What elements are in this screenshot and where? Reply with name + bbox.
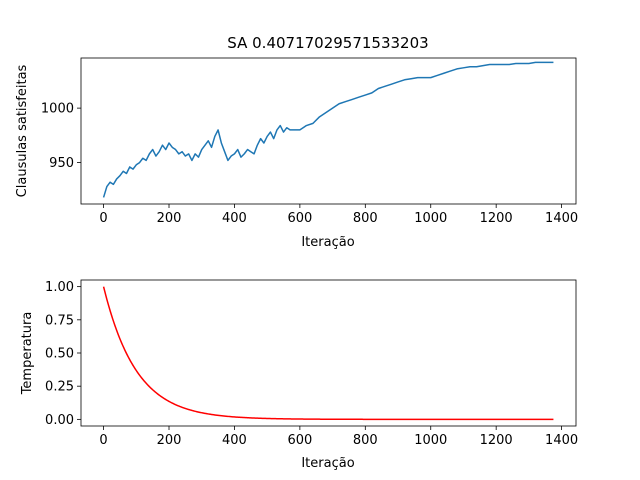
top-chart-x-tick-label: 600 (287, 211, 312, 226)
top-chart-x-tick-label: 0 (99, 211, 107, 226)
bottom-chart-x-tick-label: 1200 (480, 433, 513, 448)
bottom-chart: Iteração Temperatura 0 200 400 600 800 1000 12… (20, 279, 578, 471)
bottom-chart-x-tick-label: 200 (157, 433, 182, 448)
bottom-chart-x-tick-label: 800 (353, 433, 378, 448)
bottom-chart-x-tick-label: 400 (222, 433, 247, 448)
bottom-chart-y-tick-label: 0.50 (45, 347, 74, 362)
top-chart-x-axis-label: Iteração (301, 235, 354, 250)
top-chart-x-tick-label: 200 (157, 211, 182, 226)
bottom-chart-x-axis-label: Iteração (301, 456, 354, 471)
bottom-chart-y-tick-label: 0.75 (45, 313, 74, 328)
bottom-chart-x-tick-label: 0 (99, 433, 107, 448)
top-chart-axes-frame (80, 57, 577, 205)
bottom-chart-y-tick-label: 0.25 (45, 380, 74, 395)
bottom-chart-y-tick-label: 0.00 (45, 413, 74, 428)
bottom-chart-x-tick-label: 1400 (545, 433, 578, 448)
top-chart-x-tick-label: 800 (353, 211, 378, 226)
bottom-chart-x-tick-label: 1000 (414, 433, 447, 448)
top-chart-x-tick-label: 1200 (480, 211, 513, 226)
bottom-chart-y-axis-label: Temperatura (20, 312, 35, 396)
top-chart-x-tick-label: 400 (222, 211, 247, 226)
bottom-chart-series-line (102, 286, 554, 421)
top-chart-x-tick-label: 1000 (414, 211, 447, 226)
top-chart-y-axis-label: Clausulas satisfeitas (15, 64, 30, 197)
bottom-chart-x-tick-label: 600 (287, 433, 312, 448)
top-chart: SA 0.40717029571533203 Iteração Clausula… (15, 34, 578, 250)
top-chart-y-tick-label: 950 (49, 156, 74, 171)
bottom-chart-y-tick-label: 1.00 (45, 280, 74, 295)
top-chart-y-tick-label: 1000 (41, 102, 74, 117)
top-chart-x-tick-label: 1400 (545, 211, 578, 226)
top-chart-title: SA 0.40717029571533203 (227, 34, 428, 52)
top-chart-series-line (102, 61, 554, 198)
